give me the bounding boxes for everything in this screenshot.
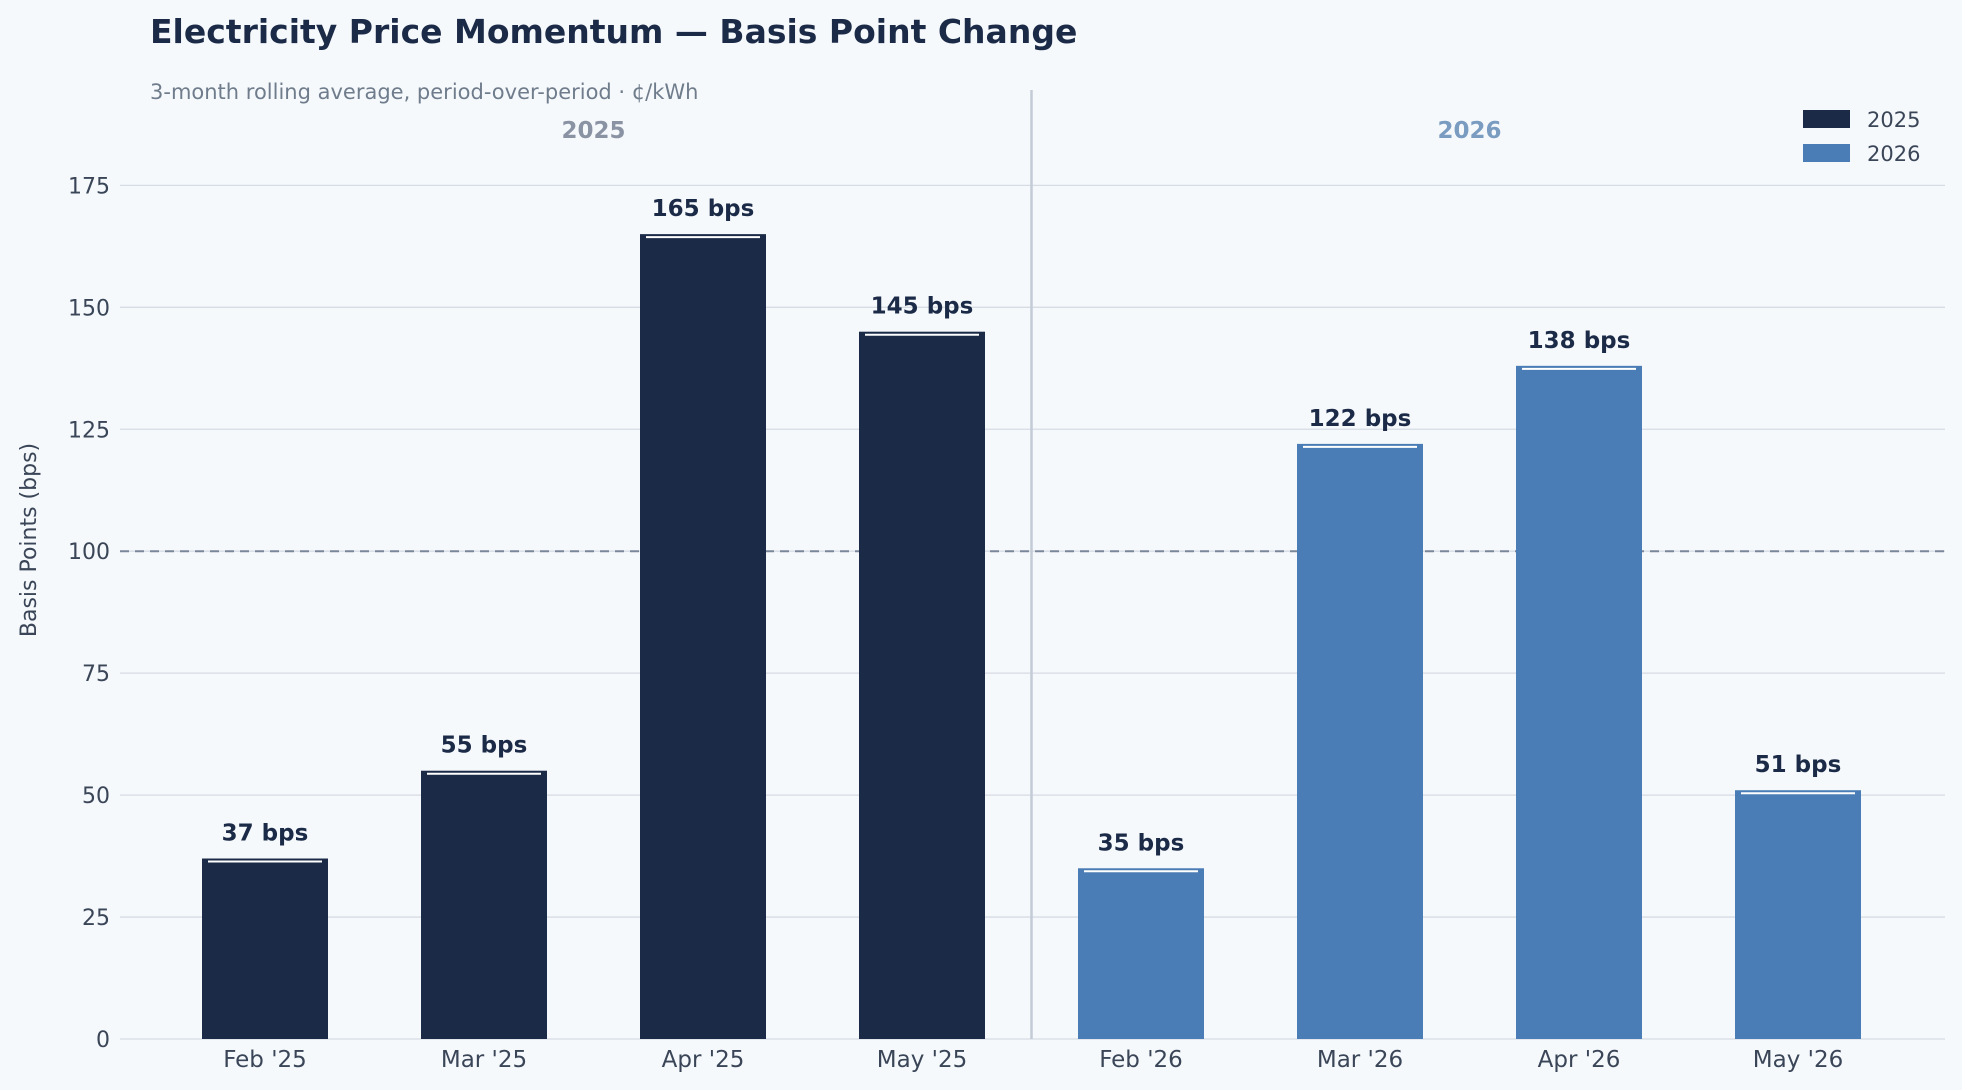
bar-may-26 xyxy=(1735,790,1861,1039)
y-tick-label: 75 xyxy=(82,662,110,687)
y-tick-label: 150 xyxy=(68,296,110,321)
chart-subtitle: 3-month rolling average, period-over-per… xyxy=(150,80,698,104)
value-label: 138 bps xyxy=(1528,328,1631,354)
x-tick-label: Apr '25 xyxy=(662,1047,745,1073)
bar-mar-25 xyxy=(421,770,547,1039)
legend-swatch-2026 xyxy=(1803,144,1850,162)
bar-mar-26 xyxy=(1297,443,1423,1039)
grid-lines xyxy=(120,90,1945,1040)
x-tick-label: Mar '26 xyxy=(1317,1047,1403,1073)
bar-may-25 xyxy=(859,331,985,1039)
y-tick-label: 125 xyxy=(68,418,110,443)
y-tick-label: 100 xyxy=(68,540,110,565)
group-labels: 2025 2026 xyxy=(561,118,1501,144)
legend-swatch-2025 xyxy=(1803,110,1850,128)
legend-label-2025: 2025 xyxy=(1867,108,1920,132)
value-label: 51 bps xyxy=(1755,752,1842,778)
value-labels: 37 bps 55 bps 165 bps 145 bps 35 bps 122 bps 1… xyxy=(222,196,1842,856)
x-tick-label: May '26 xyxy=(1753,1047,1843,1073)
bar-apr-25 xyxy=(640,234,766,1039)
x-tick-label: Mar '25 xyxy=(441,1047,527,1073)
value-label: 165 bps xyxy=(652,196,755,222)
value-label: 35 bps xyxy=(1098,830,1185,856)
x-tick-label: Feb '26 xyxy=(1099,1047,1183,1073)
value-label: 55 bps xyxy=(441,733,528,759)
value-label: 37 bps xyxy=(222,821,309,847)
bar-feb-25 xyxy=(202,858,328,1039)
legend: 2025 2026 xyxy=(1803,108,1920,166)
x-tick-label: Feb '25 xyxy=(223,1047,307,1073)
bar-feb-26 xyxy=(1078,868,1204,1039)
value-label: 122 bps xyxy=(1309,406,1412,432)
legend-label-2026: 2026 xyxy=(1867,142,1920,166)
bar-apr-26 xyxy=(1516,365,1642,1039)
x-axis-ticks: Feb '25 Mar '25 Apr '25 May '25 Feb '26 Mar '… xyxy=(223,1047,1843,1073)
chart-title: Electricity Price Momentum — Basis Point… xyxy=(150,12,1077,51)
bars xyxy=(202,234,1861,1039)
x-tick-label: May '25 xyxy=(877,1047,967,1073)
group-label-2026: 2026 xyxy=(1437,118,1501,144)
group-label-2025: 2025 xyxy=(561,118,625,144)
x-tick-label: Apr '26 xyxy=(1538,1047,1621,1073)
y-axis-ticks: 0 25 50 75 100 125 150 175 xyxy=(68,174,110,1053)
y-tick-label: 175 xyxy=(68,174,110,199)
y-tick-label: 0 xyxy=(96,1028,110,1053)
y-axis-label: Basis Points (bps) xyxy=(17,443,42,637)
y-tick-label: 50 xyxy=(82,784,110,809)
y-tick-label: 25 xyxy=(82,906,110,931)
value-label: 145 bps xyxy=(871,294,974,320)
